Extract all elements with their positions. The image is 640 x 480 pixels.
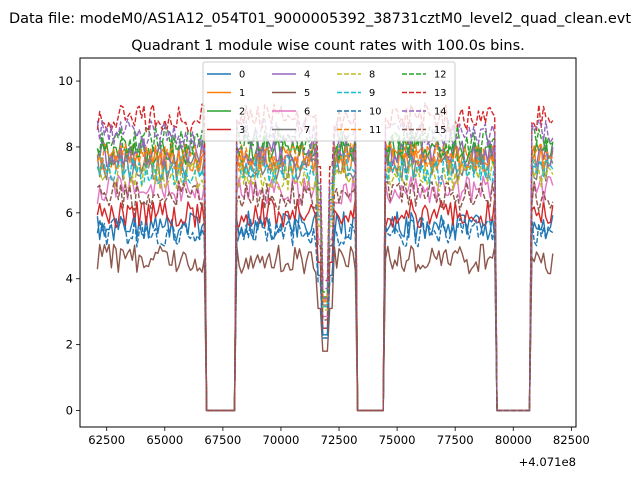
series-line-10 — [96, 217, 554, 412]
x-tick-label: 77500 — [437, 433, 474, 447]
legend-label-8: 8 — [369, 70, 375, 81]
series-line-6 — [96, 174, 554, 412]
series-line-5 — [96, 243, 554, 412]
series-line-12 — [96, 124, 554, 412]
x-tick-label: 65000 — [146, 433, 183, 447]
y-tick-label: 6 — [66, 206, 73, 220]
legend-label-9: 9 — [369, 88, 375, 99]
x-tick-label: 62500 — [88, 433, 125, 447]
legend-frame — [202, 61, 456, 142]
legend-label-0: 0 — [239, 70, 245, 81]
y-tick-label: 2 — [66, 338, 73, 352]
legend-label-1: 1 — [239, 88, 245, 99]
y-tick-label: 8 — [66, 140, 73, 154]
figure-suptitle: Data file: modeM0/AS1A12_054T01_90000053… — [9, 11, 631, 27]
series-line-15 — [96, 180, 554, 412]
series-line-11 — [96, 141, 553, 412]
legend-label-6: 6 — [304, 107, 310, 118]
x-tick-label: 70000 — [263, 433, 300, 447]
series-line-13 — [96, 102, 554, 412]
y-tick-label: 0 — [66, 404, 73, 418]
x-tick-label: 67500 — [204, 433, 241, 447]
legend-label-3: 3 — [239, 125, 245, 136]
axes-frame — [79, 57, 577, 428]
x-tick-label: 72500 — [321, 433, 358, 447]
chart-title: Quadrant 1 module wise count rates with … — [131, 38, 525, 54]
x-axis: 62500 65000 67500 70000 72500 75000 77500 80000… — [88, 427, 590, 447]
y-tick-label: 4 — [66, 272, 73, 286]
x-tick-label: 82500 — [553, 433, 590, 447]
legend-label-12: 12 — [434, 70, 446, 81]
legend-label-15: 15 — [434, 125, 446, 136]
series-line-14 — [96, 118, 554, 412]
legend-label-4: 4 — [304, 70, 310, 81]
y-tick-label: 10 — [58, 74, 73, 88]
legend-label-14: 14 — [434, 107, 446, 118]
legend-label-11: 11 — [369, 125, 381, 136]
series-line-0 — [96, 210, 554, 412]
legend-label-13: 13 — [434, 88, 446, 99]
legend-label-10: 10 — [369, 107, 381, 118]
x-tick-label: 75000 — [379, 433, 416, 447]
y-axis: 0 2 4 6 8 10 — [58, 74, 80, 418]
legend-label-2: 2 — [239, 107, 245, 118]
x-tick-label: 80000 — [495, 433, 532, 447]
series-layer — [96, 102, 554, 412]
legend-label-7: 7 — [304, 125, 310, 136]
x-axis-offset-label: +4.071e8 — [519, 455, 576, 469]
legend-label-5: 5 — [304, 88, 310, 99]
